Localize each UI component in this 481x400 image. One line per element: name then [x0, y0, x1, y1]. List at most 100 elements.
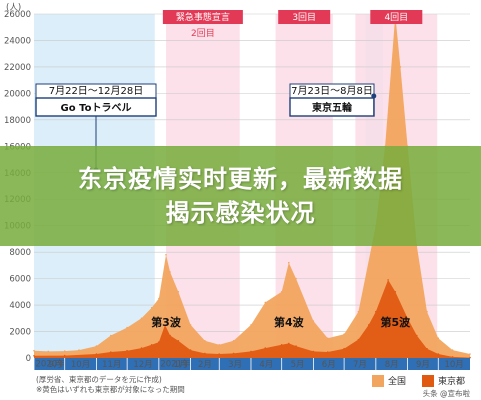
- series-point-2: [169, 334, 171, 337]
- series-point-1: [426, 310, 428, 313]
- series-point-1: [288, 261, 290, 264]
- x-axis-bar: [34, 358, 470, 370]
- series-point-2: [189, 349, 192, 351]
- y-tick-label: 18000: [4, 116, 31, 126]
- series-point-1: [177, 291, 180, 293]
- wave-label-3: 第3波: [151, 315, 182, 329]
- x-tick-label: 10月: [71, 360, 90, 370]
- x-tick-label: 9月: [416, 360, 430, 370]
- series-point-1: [165, 254, 167, 256]
- series-point-1: [63, 350, 66, 352]
- series-point-2: [416, 334, 418, 337]
- series-point-2: [158, 341, 160, 343]
- callout-title: 東京五輪: [312, 101, 353, 114]
- headline-line-2: 揭示感染状况: [165, 199, 316, 227]
- callout-pin-head: [371, 93, 377, 99]
- band-label-4: 4回目: [384, 12, 408, 23]
- series-point-2: [343, 347, 345, 350]
- series-point-2: [204, 352, 206, 355]
- y-tick-label: 4000: [9, 301, 31, 311]
- y-tick-label: 6000: [9, 275, 31, 285]
- series-point-2: [326, 351, 329, 353]
- series-point-2: [33, 355, 35, 357]
- series-point-2: [140, 347, 143, 349]
- series-point-2: [218, 353, 220, 355]
- series-point-1: [399, 66, 402, 68]
- series-point-1: [126, 326, 128, 329]
- wave-label-4: 第4波: [274, 315, 305, 329]
- y-tick-label: 0: [26, 354, 31, 364]
- series-point-1: [158, 297, 160, 300]
- series-point-1: [312, 320, 315, 322]
- callout-date: 7月22日～12月28日: [49, 85, 144, 97]
- series-point-1: [204, 340, 206, 342]
- x-tick-label: 9月: [48, 360, 62, 370]
- series-point-1: [280, 291, 283, 293]
- series-point-2: [357, 338, 360, 341]
- series-area-2: [34, 279, 470, 358]
- band-label-box: [162, 10, 243, 24]
- series-point-2: [63, 354, 66, 357]
- series-point-1: [33, 349, 35, 352]
- band-label-2nd: 2回目: [191, 28, 215, 39]
- series-point-1: [250, 324, 252, 326]
- y-tick-label: 20000: [4, 89, 31, 99]
- series-point-2: [95, 353, 98, 355]
- y-tick-label: 8000: [9, 248, 31, 258]
- series-point-1: [169, 271, 171, 273]
- watermark: 头条 @宣布啦: [423, 388, 471, 398]
- series-point-1: [343, 333, 345, 336]
- y-tick-label: 2000: [9, 328, 31, 338]
- x-tick-label: 6月: [322, 360, 336, 370]
- series-point-1: [326, 337, 329, 340]
- band-label-box: [278, 10, 331, 24]
- series-point-1: [95, 345, 98, 347]
- y-tick-label: 24000: [4, 36, 31, 46]
- x-tick-label: 5月: [291, 360, 305, 370]
- series-point-2: [312, 350, 315, 353]
- series-point-2: [232, 352, 235, 355]
- x-tick-label: 10月: [444, 360, 463, 370]
- footnote-period: ※黄色はいずれも東京都が対象になった期間: [36, 384, 185, 394]
- series-point-2: [126, 349, 128, 352]
- x-tick-label: 11月: [102, 360, 121, 370]
- wave-label-5: 第5波: [380, 315, 411, 329]
- series-point-2: [394, 291, 397, 293]
- headline-banner: 东京疫情实时更新，最新数据 揭示感染状况: [0, 146, 481, 246]
- series-point-2: [437, 353, 440, 355]
- series-point-2: [177, 340, 180, 342]
- series-point-2: [295, 345, 297, 347]
- y-axis-unit: (人): [6, 3, 21, 13]
- series-point-1: [469, 353, 471, 355]
- series-point-1: [232, 340, 235, 342]
- series-point-2: [280, 344, 283, 346]
- legend-swatch-2: [422, 375, 434, 387]
- series-point-1: [437, 337, 440, 340]
- legend-label-2: 東京都: [438, 375, 465, 387]
- series-point-2: [451, 356, 454, 358]
- series-point-1: [451, 349, 454, 351]
- x-tick-label: 12月: [133, 360, 152, 370]
- series-point-1: [150, 306, 153, 309]
- series-point-2: [426, 347, 428, 350]
- callout-title: Go Toトラベル: [61, 102, 132, 114]
- series-point-1: [357, 310, 360, 313]
- series-point-2: [288, 342, 290, 345]
- series-point-1: [218, 344, 220, 346]
- x-tick-label: 4月: [259, 360, 273, 370]
- series-point-2: [375, 310, 377, 313]
- footnote-source: (厚労省、東京都のデータを元に作成): [36, 374, 162, 384]
- series-point-2: [110, 351, 112, 353]
- x-tick-label: 3月: [228, 360, 242, 370]
- legend-swatch-1: [372, 375, 384, 387]
- series-point-2: [164, 324, 166, 326]
- series-point-2: [250, 350, 252, 353]
- band-label-declaration: 緊急事態宣言: [176, 11, 230, 23]
- series-point-1: [189, 324, 192, 326]
- y-tick-label: 26000: [4, 10, 31, 20]
- band-label-box: [370, 10, 423, 24]
- series-point-2: [387, 279, 389, 281]
- series-point-1: [110, 334, 112, 337]
